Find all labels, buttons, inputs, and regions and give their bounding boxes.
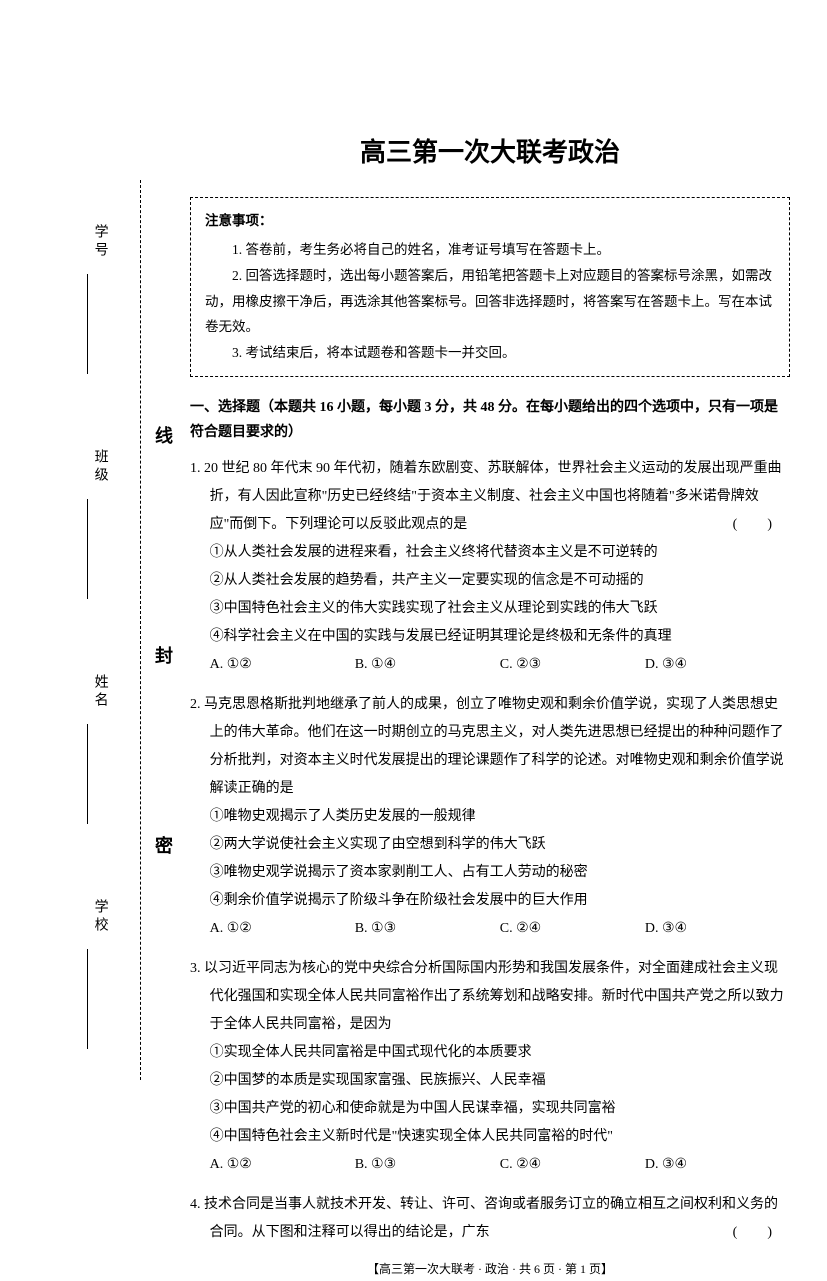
notice-item-2: 2. 回答选择题时，选出每小题答案后，用铅笔把答题卡上对应题目的答案标号涂黑，如…: [205, 263, 775, 340]
margin-label-banji: 班级: [87, 449, 112, 586]
q1-options: A. ①② B. ①④ C. ②③ D. ③④: [190, 651, 790, 679]
seal-label-feng: 封: [155, 640, 173, 672]
q1-option-a[interactable]: A. ①②: [210, 651, 355, 679]
notice-item-1: 1. 答卷前，考生务必将自己的姓名，准考证号填写在答题卡上。: [205, 237, 775, 263]
q1-option-c[interactable]: C. ②③: [500, 651, 645, 679]
page-footer: 【高三第一次大联考 · 政治 · 共 6 页 · 第 1 页】: [190, 1259, 790, 1281]
seal-label-xian: 线: [155, 420, 173, 452]
q2-option-c[interactable]: C. ②④: [500, 915, 645, 943]
q1-choice-3: ③中国特色社会主义的伟大实践实现了社会主义从理论到实践的伟大飞跃: [190, 595, 790, 623]
q2-option-d[interactable]: D. ③④: [645, 915, 790, 943]
q3-choice-1: ①实现全体人民共同富裕是中国式现代化的本质要求: [190, 1039, 790, 1067]
section-heading: 一、选择题（本题共 16 小题，每小题 3 分，共 48 分。在每小题给出的四个…: [190, 395, 790, 445]
seal-label-mi: 密: [155, 830, 173, 862]
q2-choice-4: ④剩余价值学说揭示了阶级斗争在阶级社会发展中的巨大作用: [190, 887, 790, 915]
q3-option-b[interactable]: B. ①③: [355, 1151, 500, 1179]
question-4: 4. 技术合同是当事人就技术开发、转让、许可、咨询或者服务订立的确立相互之间权利…: [190, 1191, 790, 1247]
q3-choice-3: ③中国共产党的初心和使命就是为中国人民谋幸福，实现共同富裕: [190, 1095, 790, 1123]
q3-options: A. ①② B. ①③ C. ②④ D. ③④: [190, 1151, 790, 1179]
q2-stem: 2. 马克思恩格斯批判地继承了前人的成果，创立了唯物史观和剩余价值学说，实现了人…: [190, 691, 790, 803]
question-2: 2. 马克思恩格斯批判地继承了前人的成果，创立了唯物史观和剩余价值学说，实现了人…: [190, 691, 790, 943]
q2-option-b[interactable]: B. ①③: [355, 915, 500, 943]
q3-choice-2: ②中国梦的本质是实现国家富强、民族振兴、人民幸福: [190, 1067, 790, 1095]
q3-option-d[interactable]: D. ③④: [645, 1151, 790, 1179]
q3-option-a[interactable]: A. ①②: [210, 1151, 355, 1179]
margin-label-xingming: 姓名: [87, 674, 112, 811]
q1-choice-4: ④科学社会主义在中国的实践与发展已经证明其理论是终极和无条件的真理: [190, 623, 790, 651]
notice-item-3: 3. 考试结束后，将本试题卷和答题卡一并交回。: [205, 340, 775, 366]
q4-stem: 4. 技术合同是当事人就技术开发、转让、许可、咨询或者服务订立的确立相互之间权利…: [190, 1191, 790, 1247]
q3-choice-4: ④中国特色社会主义新时代是"快速实现全体人民共同富裕的时代": [190, 1123, 790, 1151]
exam-title: 高三第一次大联考政治: [190, 130, 790, 177]
seal-dashed-line: [140, 180, 141, 1080]
q1-choice-2: ②从人类社会发展的趋势看，共产主义一定要实现的信念是不可动摇的: [190, 567, 790, 595]
answer-blank[interactable]: ( ): [752, 1219, 780, 1247]
q1-option-d[interactable]: D. ③④: [645, 651, 790, 679]
q2-choice-2: ②两大学说使社会主义实现了由空想到科学的伟大飞跃: [190, 831, 790, 859]
notice-box: 注意事项： 1. 答卷前，考生务必将自己的姓名，准考证号填写在答题卡上。 2. …: [190, 197, 790, 377]
q2-options: A. ①② B. ①③ C. ②④ D. ③④: [190, 915, 790, 943]
question-3: 3. 以习近平同志为核心的党中央综合分析国际国内形势和我国发展条件，对全面建成社…: [190, 955, 790, 1179]
q2-option-a[interactable]: A. ①②: [210, 915, 355, 943]
q1-option-b[interactable]: B. ①④: [355, 651, 500, 679]
left-margin-area: 学号 班级 姓名 学校: [60, 180, 140, 1080]
answer-blank[interactable]: ( ): [752, 511, 780, 539]
margin-label-xuexiao: 学校: [87, 899, 112, 1036]
question-1: 1. 20 世纪 80 年代末 90 年代初，随着东欧剧变、苏联解体，世界社会主…: [190, 455, 790, 679]
q3-option-c[interactable]: C. ②④: [500, 1151, 645, 1179]
q1-stem: 1. 20 世纪 80 年代末 90 年代初，随着东欧剧变、苏联解体，世界社会主…: [190, 455, 790, 539]
q1-choice-1: ①从人类社会发展的进程来看，社会主义终将代替资本主义是不可逆转的: [190, 539, 790, 567]
main-content: 高三第一次大联考政治 注意事项： 1. 答卷前，考生务必将自己的姓名，准考证号填…: [190, 130, 790, 1281]
margin-label-xuehao: 学号: [87, 224, 112, 361]
q2-choice-1: ①唯物史观揭示了人类历史发展的一般规律: [190, 803, 790, 831]
q2-choice-3: ③唯物史观学说揭示了资本家剥削工人、占有工人劳动的秘密: [190, 859, 790, 887]
q3-stem: 3. 以习近平同志为核心的党中央综合分析国际国内形势和我国发展条件，对全面建成社…: [190, 955, 790, 1039]
notice-heading: 注意事项：: [205, 208, 775, 234]
